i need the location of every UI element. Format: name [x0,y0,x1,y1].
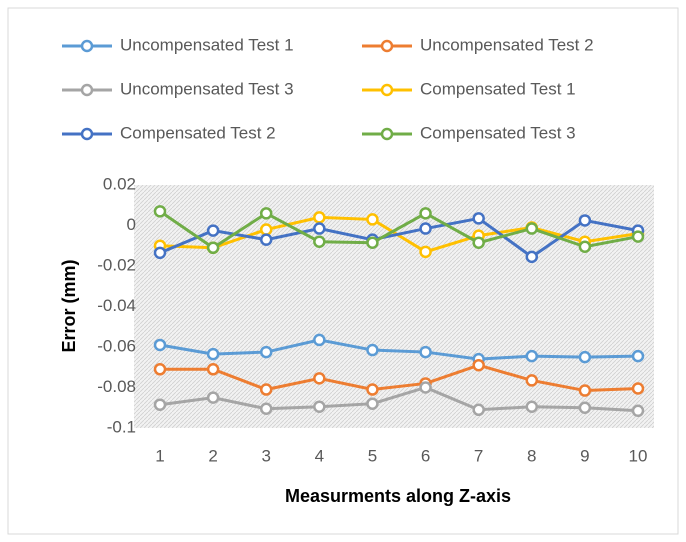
point [313,222,326,235]
point [153,246,167,260]
x-tick-label: 7 [474,446,483,465]
point [313,372,326,385]
legend-label: Uncompensated Test 3 [120,79,294,98]
x-tick-label: 4 [315,446,324,465]
point [472,212,485,225]
y-axis-title: Error (mm) [59,259,79,352]
point [206,363,220,376]
point [419,245,432,259]
legend-marker [380,39,394,53]
point [419,345,432,359]
x-tick-label: 8 [527,446,536,465]
point [472,358,485,372]
point [259,383,273,396]
point [578,384,592,397]
point [419,207,432,220]
x-tick-label: 1 [155,446,164,465]
y-tick-label: -0.08 [97,377,136,396]
point [366,343,379,357]
point [153,205,167,218]
point [259,223,273,236]
x-tick-label: 10 [629,446,648,465]
series-line [159,385,639,413]
point [525,349,539,363]
point [259,207,273,220]
legend-marker [80,127,94,141]
y-tick-label: 0 [127,215,136,234]
legend-label: Compensated Test 1 [420,79,576,98]
point [419,381,432,394]
x-tick-label: 6 [421,446,430,465]
point [578,401,592,414]
legend-label: Uncompensated Test 1 [120,35,294,54]
point [153,398,167,411]
point [525,250,539,264]
point [578,214,592,227]
legend-marker [380,127,394,141]
y-tick-label: 0.02 [103,174,136,193]
point [313,400,326,413]
point [206,241,220,255]
point [313,333,326,347]
point [366,236,379,249]
x-tick-label: 9 [580,446,589,465]
point [259,233,273,246]
point [525,374,539,387]
point [366,383,379,396]
point [206,347,220,361]
point [259,345,273,359]
legend-label: Compensated Test 2 [120,123,276,142]
point [631,349,645,363]
point [313,235,326,248]
point [259,402,273,416]
x-axis-title: Measurments along Z-axis [285,486,511,506]
point [525,222,539,235]
x-tick-label: 3 [261,446,270,465]
point [206,224,220,237]
point [366,397,379,410]
point [525,400,539,413]
point [153,338,167,352]
legend-marker [80,39,94,53]
point [631,382,645,395]
point [472,403,485,417]
point [472,236,485,249]
series-line [159,210,639,250]
point [578,350,592,364]
point [313,211,326,224]
x-tick-label: 5 [368,446,377,465]
point [631,404,645,418]
point [153,363,167,376]
series-line [160,363,639,393]
series-line [159,338,639,361]
y-tick-label: -0.06 [97,336,136,355]
y-tick-label: -0.04 [97,296,136,315]
y-tick-label: -0.02 [97,255,136,274]
y-tick-label: -0.1 [107,417,136,436]
point [631,230,645,243]
legend-marker [380,83,394,97]
point [419,222,432,235]
legend-label: Compensated Test 3 [420,123,576,142]
legend-marker [80,83,94,97]
point [578,240,592,254]
point [366,213,379,226]
x-tick-label: 2 [208,446,217,465]
legend-label: Uncompensated Test 2 [420,35,594,54]
point [206,391,220,404]
